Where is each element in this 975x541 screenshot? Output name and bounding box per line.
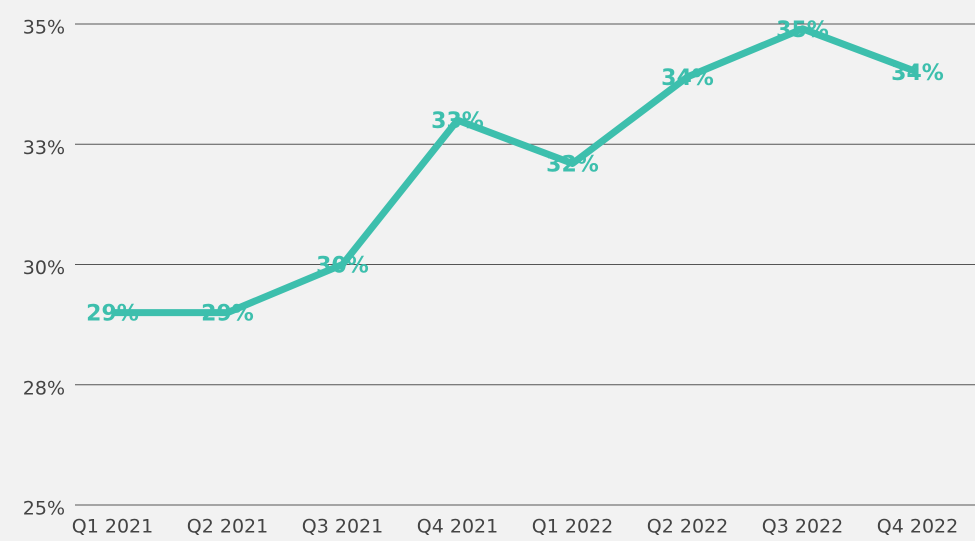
- value-label: 35%: [776, 18, 829, 43]
- y-tick-label: 28%: [23, 377, 65, 399]
- x-tick-label: Q2 2021: [187, 516, 268, 538]
- y-tick-label: 30%: [23, 257, 65, 279]
- value-label: 29%: [201, 302, 254, 327]
- value-label: 34%: [891, 61, 944, 86]
- x-tick-label: Q1 2021: [72, 516, 153, 538]
- value-label: 30%: [316, 254, 369, 279]
- value-label: 34%: [661, 66, 714, 91]
- x-tick-label: Q2 2022: [647, 516, 728, 538]
- x-tick-label: Q4 2021: [417, 516, 498, 538]
- y-tick-label: 35%: [23, 17, 65, 39]
- y-tick-label: 25%: [23, 498, 65, 520]
- value-label: 32%: [546, 152, 599, 177]
- x-tick-label: Q4 2022: [877, 516, 958, 538]
- line: [112, 25, 919, 317]
- x-tick-label: Q3 2021: [302, 516, 383, 538]
- value-label: 33%: [431, 109, 484, 134]
- x-tick-label: Q3 2022: [762, 516, 843, 538]
- y-tick-label: 33%: [23, 137, 65, 159]
- value-label: 29%: [86, 302, 139, 327]
- x-tick-label: Q1 2022: [532, 516, 613, 538]
